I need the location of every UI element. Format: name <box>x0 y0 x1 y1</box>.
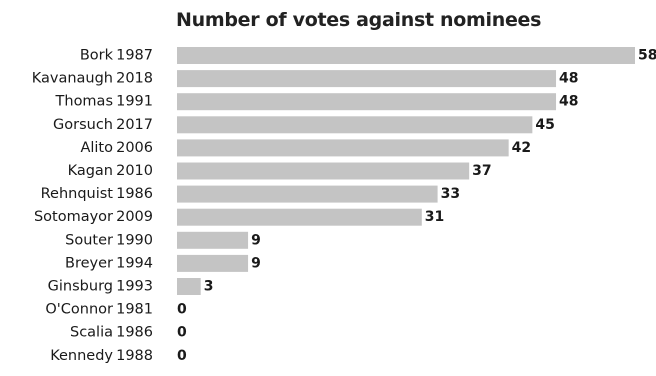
nominee-name-label: Ginsburg <box>48 279 113 295</box>
bar-row: Thomas 1991 48 <box>55 93 579 111</box>
value-label: 42 <box>512 140 531 156</box>
nominee-year-label: 1994 <box>116 255 153 271</box>
value-label: 48 <box>559 94 578 110</box>
value-label: 9 <box>251 232 261 248</box>
bar-row: Kagan 2010 37 <box>68 162 492 180</box>
nominee-name-label: O'Connor <box>45 302 113 318</box>
nominee-year-label: 2010 <box>116 163 153 179</box>
bar-row: Breyer 1994 9 <box>65 254 261 272</box>
bar <box>177 116 533 134</box>
bar-row: Rehnquist 1986 33 <box>41 185 460 203</box>
bar-row: Sotomayor 2009 31 <box>34 208 444 226</box>
value-label: 33 <box>441 186 460 202</box>
nominee-name-label: Gorsuch <box>53 117 113 133</box>
nominee-year-label: 2018 <box>116 71 153 87</box>
nominee-year-label: 1993 <box>116 279 153 295</box>
bar <box>177 47 635 64</box>
nominee-name-label: Thomas <box>55 94 113 110</box>
value-label: 0 <box>177 348 187 364</box>
nominee-year-label: 2009 <box>116 209 153 225</box>
bar-row: Gorsuch 2017 45 <box>53 116 555 134</box>
nominee-year-label: 1991 <box>116 94 153 110</box>
chart-title: Number of votes against nominees <box>176 9 542 31</box>
nominee-year-label: 1990 <box>116 232 153 248</box>
nominee-name-label: Kagan <box>68 163 113 179</box>
nominee-year-label: 1988 <box>116 348 153 364</box>
bar-row: Bork 1987 58 <box>80 47 656 64</box>
nominee-year-label: 1986 <box>116 325 153 341</box>
nominee-name-label: Alito <box>80 140 113 156</box>
nominee-year-label: 1986 <box>116 186 153 202</box>
bar <box>177 231 249 249</box>
bar <box>177 254 249 272</box>
nominee-year-label: 2006 <box>116 140 153 156</box>
nominee-name-label: Souter <box>65 232 113 248</box>
bar <box>177 185 438 203</box>
nominee-year-label: 1981 <box>116 302 153 318</box>
nominee-year-label: 1987 <box>116 48 153 64</box>
bar <box>177 208 422 226</box>
bar <box>177 139 509 157</box>
bar <box>177 70 557 88</box>
value-label: 37 <box>472 163 491 179</box>
nominee-name-label: Bork <box>80 48 114 64</box>
bar <box>177 162 470 180</box>
value-label: 0 <box>177 302 187 318</box>
bar-row: Kavanaugh 2018 48 <box>32 70 579 88</box>
bar-row: Scalia 1986 0 <box>70 325 187 341</box>
bar-row: O'Connor 1981 0 <box>45 302 187 318</box>
nominee-name-label: Sotomayor <box>34 209 113 225</box>
nominee-name-label: Kavanaugh <box>32 71 113 87</box>
nominee-name-label: Rehnquist <box>41 186 114 202</box>
bar-row: Kennedy 1988 0 <box>50 348 187 364</box>
value-label: 9 <box>251 255 261 271</box>
value-label: 31 <box>425 209 444 225</box>
value-label: 58 <box>638 48 656 64</box>
nominee-name-label: Scalia <box>70 325 113 341</box>
value-label: 45 <box>535 117 554 133</box>
bar <box>177 278 201 295</box>
value-label: 0 <box>177 325 187 341</box>
nominee-name-label: Breyer <box>65 255 113 271</box>
bar <box>177 93 557 111</box>
value-label: 48 <box>559 71 578 87</box>
nominee-year-label: 2017 <box>116 117 153 133</box>
nominee-name-label: Kennedy <box>50 348 113 364</box>
value-label: 3 <box>204 279 214 295</box>
bar-row: Alito 2006 42 <box>80 139 531 157</box>
bar-row: Ginsburg 1993 3 <box>48 278 214 295</box>
bar-row: Souter 1990 9 <box>65 231 261 249</box>
